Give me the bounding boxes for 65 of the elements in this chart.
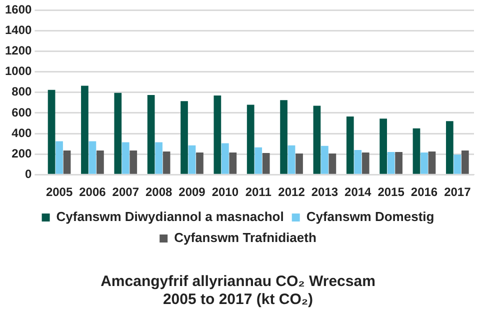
bar bbox=[130, 150, 138, 174]
bar bbox=[162, 151, 170, 174]
bar bbox=[380, 118, 387, 174]
bar bbox=[387, 152, 395, 174]
y-tick-label: 1200 bbox=[4, 44, 32, 58]
bar bbox=[262, 153, 270, 174]
bar bbox=[446, 121, 454, 174]
y-tick-label: 1000 bbox=[4, 64, 32, 78]
x-tick-label: 2014 bbox=[344, 185, 372, 200]
bar bbox=[420, 152, 428, 174]
y-tick-label: 600 bbox=[12, 105, 32, 120]
bar bbox=[180, 101, 188, 174]
bar bbox=[362, 152, 370, 174]
legend-label: Cyfanswm Trafnidiaeth bbox=[174, 230, 316, 246]
x-tick-label: 2012 bbox=[278, 185, 306, 200]
bar bbox=[196, 152, 204, 174]
y-tick-label: 200 bbox=[12, 146, 32, 160]
y-tick-label: 1400 bbox=[4, 23, 32, 38]
bar bbox=[147, 94, 155, 174]
bar bbox=[288, 145, 296, 174]
x-tick-label: 2005 bbox=[46, 185, 73, 200]
bar bbox=[321, 146, 328, 174]
x-tick-label: 2009 bbox=[178, 185, 206, 200]
x-tick-label: 2013 bbox=[311, 185, 338, 200]
bar bbox=[246, 104, 254, 174]
bar bbox=[454, 154, 462, 174]
y-tick-label: 800 bbox=[12, 84, 32, 99]
y-tick-label: 1600 bbox=[4, 2, 32, 17]
bar bbox=[48, 90, 56, 174]
bar bbox=[63, 150, 71, 174]
bar bbox=[354, 150, 362, 174]
x-tick-label: 2006 bbox=[79, 185, 106, 200]
bar bbox=[412, 128, 420, 174]
legend-label: Cyfanswm Domestig bbox=[306, 209, 434, 224]
bar bbox=[395, 152, 402, 174]
x-tick-label: 2016 bbox=[410, 185, 438, 200]
bar bbox=[254, 147, 262, 174]
x-tick-label: 2007 bbox=[112, 185, 140, 200]
bar bbox=[56, 141, 63, 174]
bar bbox=[461, 150, 469, 174]
x-tick-label: 2008 bbox=[145, 185, 172, 200]
bar bbox=[96, 150, 104, 174]
x-tick-label: 2017 bbox=[444, 185, 472, 200]
bar bbox=[188, 145, 196, 174]
bar bbox=[346, 116, 354, 174]
bar bbox=[88, 141, 96, 174]
bar bbox=[296, 154, 303, 174]
text: Amcangyfrif allyriannau CO₂ Wrecsam 2005 to 2017 (kt CO₂) bbox=[100, 273, 376, 308]
bar bbox=[81, 86, 88, 174]
legend-label: Cyfanswm Diwydiannol a masnachol bbox=[56, 209, 284, 224]
bar bbox=[122, 142, 130, 174]
bar bbox=[280, 100, 288, 174]
y-tick-label: 0 bbox=[25, 166, 32, 181]
y-tick-label: 400 bbox=[12, 126, 32, 140]
bar bbox=[328, 154, 336, 174]
x-tick-label: 2015 bbox=[378, 185, 405, 200]
bar bbox=[221, 143, 229, 174]
bar bbox=[155, 142, 162, 174]
bar bbox=[313, 106, 321, 174]
x-tick-label: 2010 bbox=[212, 185, 239, 200]
bar bbox=[428, 151, 436, 174]
bar bbox=[214, 95, 222, 174]
bar bbox=[114, 92, 122, 174]
bar bbox=[229, 152, 237, 174]
x-tick-label: 2011 bbox=[245, 185, 272, 200]
